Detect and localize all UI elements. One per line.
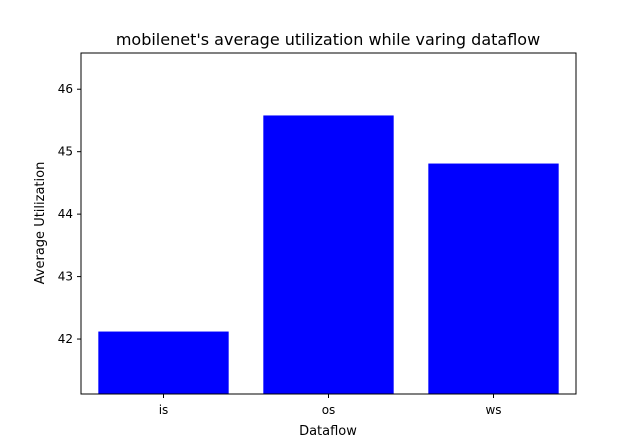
y-tick-label: 44 <box>58 207 73 221</box>
x-axis-ticks: is os ws <box>159 394 502 417</box>
bar-os <box>263 115 394 394</box>
y-tick-label: 46 <box>58 82 73 96</box>
x-tick-label: is <box>159 403 169 417</box>
x-axis-label: Dataflow <box>299 424 357 439</box>
y-axis-label: Average Utilization <box>33 162 48 285</box>
x-tick-label: os <box>322 403 336 417</box>
y-tick-label: 43 <box>58 270 73 284</box>
chart-title: mobilenet's average utilization while va… <box>116 30 540 49</box>
y-tick-label: 45 <box>58 145 73 159</box>
bar-ws <box>428 163 559 394</box>
plot-area: 42 43 44 45 46 is os ws <box>58 52 577 417</box>
bars <box>98 115 559 394</box>
y-tick-label: 42 <box>58 332 73 346</box>
x-tick-label: ws <box>485 403 501 417</box>
plot-frame <box>80 52 577 395</box>
bar-is <box>98 331 229 394</box>
y-axis-ticks: 42 43 44 45 46 <box>58 82 81 346</box>
